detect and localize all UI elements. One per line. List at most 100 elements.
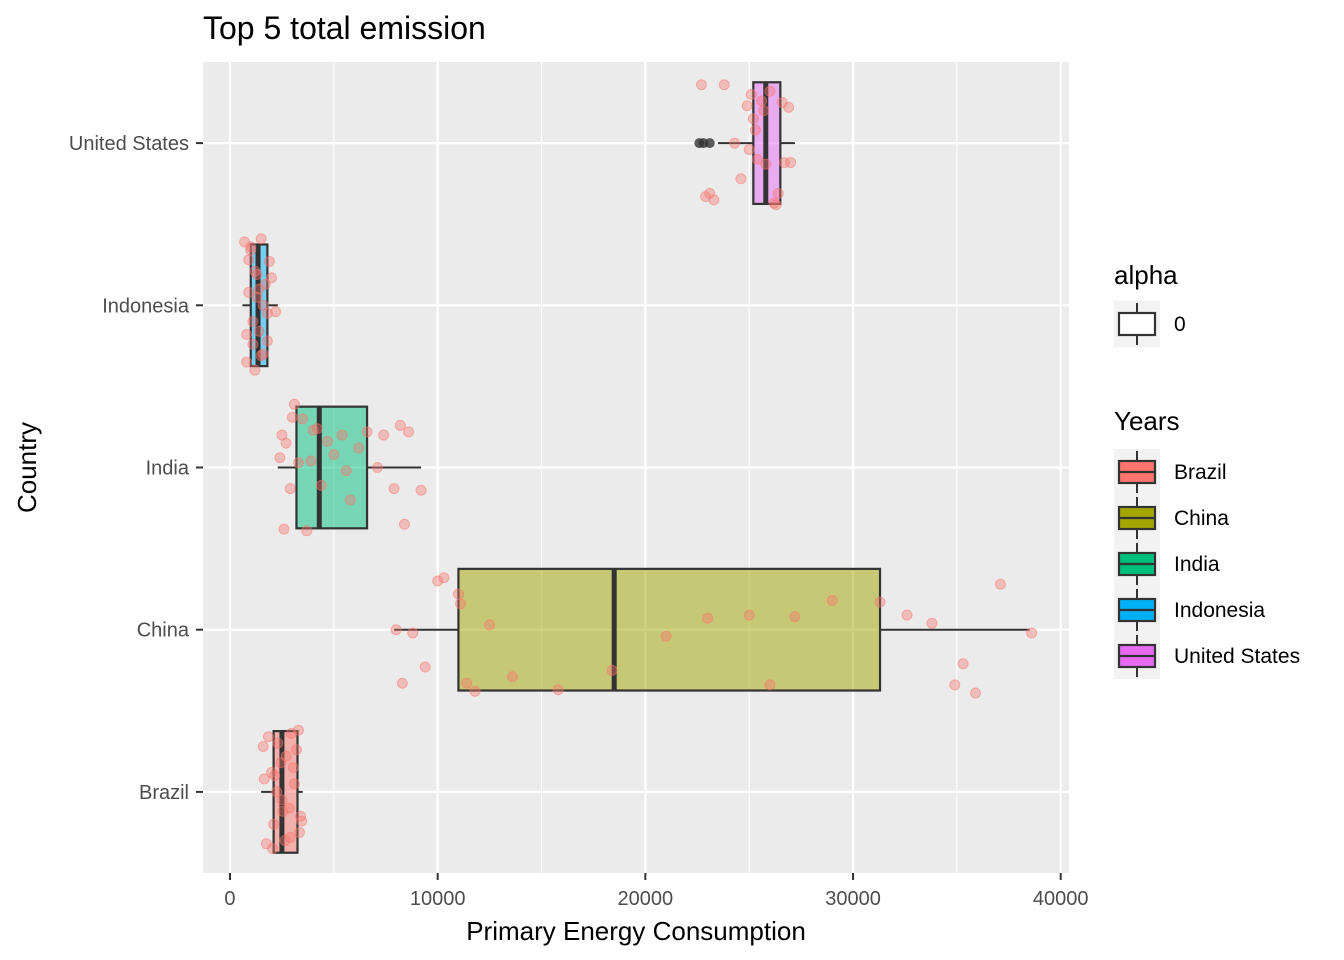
data-point [452,588,464,600]
data-point [361,426,373,438]
chart-title: Top 5 total emission [203,10,486,46]
data-point [243,254,255,266]
x-tick-label: 40000 [1033,888,1089,910]
y-tick-label: Brazil [139,782,189,804]
data-point [262,731,274,743]
x-tick-label: 30000 [825,888,881,910]
data-point [455,598,467,610]
data-point [288,398,300,410]
data-point [261,335,273,347]
data-point [328,449,340,461]
data-point [394,419,406,431]
legend-alpha: alpha 0 [1114,260,1186,347]
legend-title: alpha [1114,260,1178,290]
data-point [305,455,317,467]
legend-label: Indonesia [1174,599,1265,622]
data-point [247,338,259,350]
data-point [257,299,269,311]
data-point [255,233,267,245]
data-point [390,624,402,636]
legend-key-box [1117,311,1157,337]
data-point [283,802,295,814]
data-point [778,157,790,169]
data-point [269,770,281,782]
data-point [286,411,298,423]
data-point [287,762,299,774]
data-point [288,778,300,790]
jitter-indonesia [239,233,282,376]
data-point [506,671,518,683]
data-point [279,835,291,847]
data-point [758,105,770,117]
y-tick-label: India [146,458,190,480]
data-point [702,612,714,624]
data-point [253,325,265,337]
x-tick-label: 20000 [618,888,674,910]
data-point [764,679,776,691]
data-point [271,786,283,798]
data-point [695,79,707,91]
data-point [403,426,415,438]
data-point [340,465,352,477]
y-axis-title: Country [12,422,42,513]
data-point [353,442,365,454]
data-point [294,826,306,838]
data-point [741,100,753,112]
y-tick-label: Indonesia [102,295,190,317]
data-point [315,479,327,491]
box-brazil [261,729,303,854]
data-point [415,484,427,496]
box-china [394,567,1030,692]
data-point [1026,627,1038,639]
data-point [266,766,278,778]
data-point [901,609,913,621]
data-point [284,483,296,495]
legend-label: United States [1174,645,1300,668]
data-point [407,627,419,639]
data-point [552,684,564,696]
data-point [257,740,269,752]
data-point [243,286,255,298]
data-point [994,578,1006,590]
jitter-india [274,398,427,537]
data-point [660,630,672,642]
legend-years: Years Brazil China India Indonesia United Sta… [1114,406,1300,679]
data-point [970,687,982,699]
data-point [398,518,410,530]
data-point [296,815,308,827]
data-point [729,137,741,149]
data-point [336,429,348,441]
data-point [704,187,716,199]
data-point [764,85,776,97]
data-point [344,494,356,506]
legend-title: Years [1114,406,1180,436]
data-point [760,158,772,170]
y-tick-label: China [137,620,190,642]
data-point [743,144,755,156]
data-point [270,306,282,318]
jitter-brazil [257,724,308,855]
data-point [756,95,768,107]
legend-label: 0 [1174,313,1186,336]
data-point [419,661,431,673]
data-point [245,241,257,253]
data-point [245,244,257,256]
data-point [438,572,450,584]
data-point [378,429,390,441]
data-point [255,350,267,362]
data-point [432,575,444,587]
data-point [484,619,496,631]
data-point [272,737,284,749]
data-point [776,97,788,109]
data-point [606,664,618,676]
data-point [297,413,309,425]
data-point [735,173,747,185]
data-point [770,199,782,211]
outlier-point [704,138,715,149]
data-point [275,757,287,769]
legend-label: India [1174,553,1220,576]
data-point [749,124,761,136]
data-point [826,595,838,607]
data-point [293,457,305,469]
data-point [301,525,313,537]
